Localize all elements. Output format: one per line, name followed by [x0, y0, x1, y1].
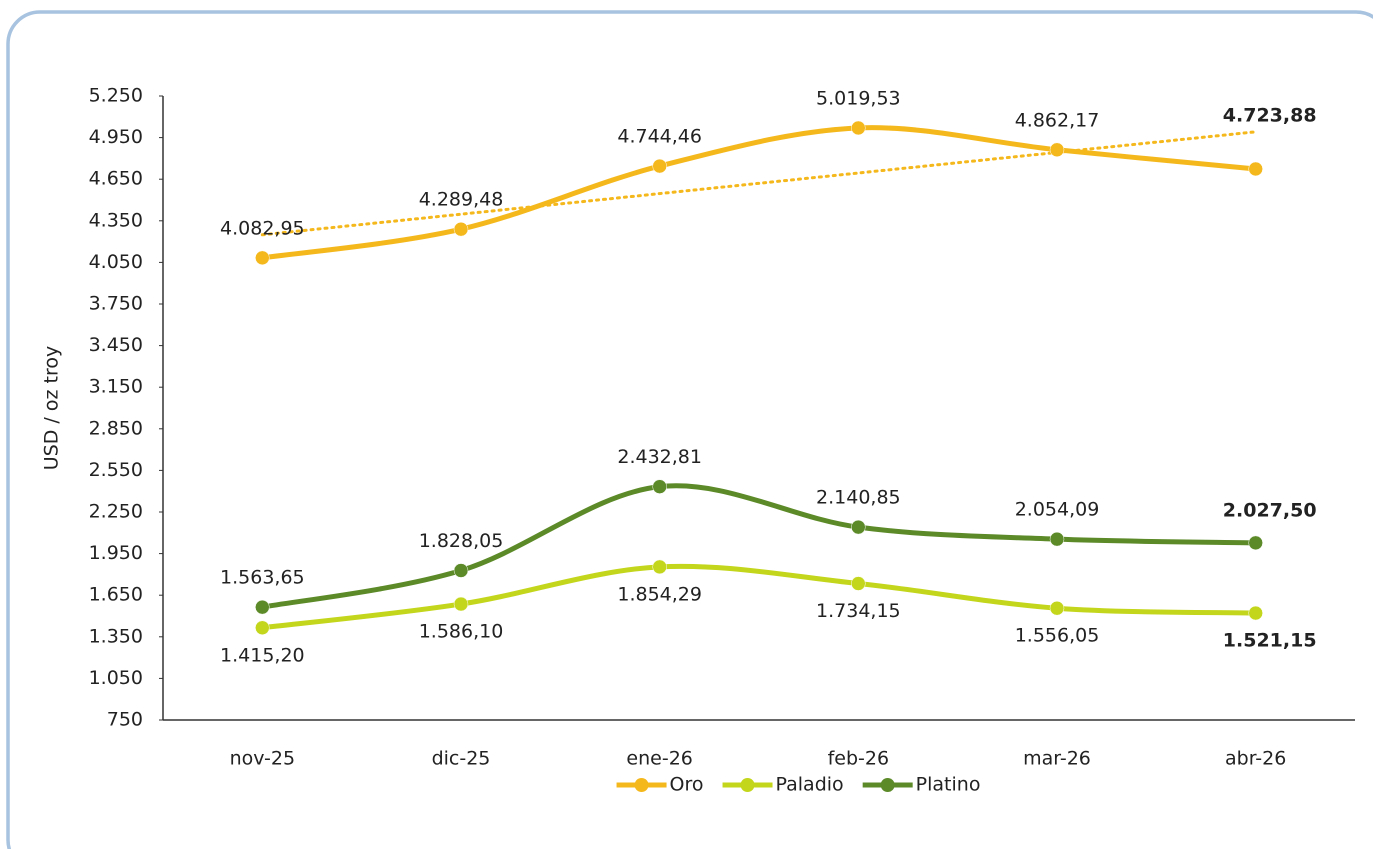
data-label: 4.862,17: [1015, 109, 1100, 131]
point: [453, 596, 469, 612]
data-label: 2.027,50: [1223, 499, 1317, 521]
data-label: 4.744,46: [617, 126, 702, 148]
point: [453, 221, 469, 237]
legend-marker: [740, 778, 755, 792]
y-tick-label: 3.750: [89, 293, 143, 315]
point: [255, 599, 270, 615]
point: [1248, 161, 1263, 177]
data-label: 1.563,65: [220, 567, 305, 589]
y-tick-label: 2.850: [89, 417, 143, 439]
y-tick-label: 750: [107, 709, 143, 731]
y-tick-label: 3.150: [89, 376, 143, 398]
legend-label: Paladio: [776, 774, 844, 796]
point: [1049, 600, 1065, 616]
y-axis-title: USD / oz troy: [41, 346, 63, 470]
data-label: 1.415,20: [220, 644, 305, 666]
data-label: 1.828,05: [419, 530, 504, 552]
point: [453, 563, 469, 578]
data-label: 1.556,05: [1015, 625, 1100, 647]
y-tick-label: 2.550: [89, 459, 143, 481]
x-tick-label: nov-25: [230, 748, 295, 770]
point: [1049, 142, 1065, 158]
series-line: [259, 483, 1259, 610]
point: [851, 120, 866, 136]
trendline: [260, 130, 1258, 237]
x-tick-label: ene-26: [626, 748, 692, 770]
x-tick-label: abr-26: [1225, 748, 1286, 770]
y-tick-label: 3.450: [89, 334, 143, 356]
y-tick-label: 1.350: [89, 625, 143, 647]
point: [652, 559, 667, 575]
data-label: 1.521,15: [1223, 630, 1317, 652]
point: [1049, 531, 1065, 547]
data-label: 1.586,10: [419, 621, 504, 643]
data-label: 1.734,15: [816, 600, 901, 622]
data-label: 2.054,09: [1015, 499, 1100, 521]
y-tick-label: 1.950: [89, 542, 143, 564]
y-tick-label: 1.050: [89, 667, 143, 689]
data-label: 4.723,88: [1223, 104, 1317, 126]
data-label: 4.289,48: [419, 189, 504, 211]
x-tick-label: feb-26: [828, 748, 889, 770]
y-tick-label: 4.350: [89, 209, 143, 231]
point: [255, 620, 270, 636]
data-label: 1.854,29: [617, 583, 702, 605]
y-tick-label: 5.250: [89, 85, 143, 107]
y-tick-label: 4.050: [89, 251, 143, 273]
legend-label: Oro: [670, 774, 704, 796]
point: [255, 250, 270, 266]
point: [652, 158, 667, 174]
point: [652, 479, 667, 494]
y-tick-label: 2.250: [89, 501, 143, 523]
legend-label: Platino: [916, 774, 981, 796]
x-tick-label: mar-26: [1023, 748, 1091, 770]
legend-marker: [880, 778, 895, 792]
series-line: [259, 125, 1259, 261]
y-tick-label: 4.650: [89, 168, 143, 190]
y-tick-label: 1.650: [89, 584, 143, 606]
data-label: 5.019,53: [816, 87, 901, 109]
point: [851, 519, 866, 535]
data-label: 2.140,85: [816, 487, 901, 509]
data-label: 2.432,81: [617, 446, 702, 468]
legend-marker: [634, 778, 649, 792]
y-tick-label: 4.950: [89, 126, 143, 148]
point: [1248, 535, 1263, 551]
series-line: [259, 563, 1259, 631]
point: [851, 576, 866, 591]
x-tick-label: dic-25: [432, 748, 491, 770]
point: [1248, 605, 1263, 621]
card-border: [6, 10, 1373, 849]
data-label: 4.082,95: [220, 217, 305, 239]
